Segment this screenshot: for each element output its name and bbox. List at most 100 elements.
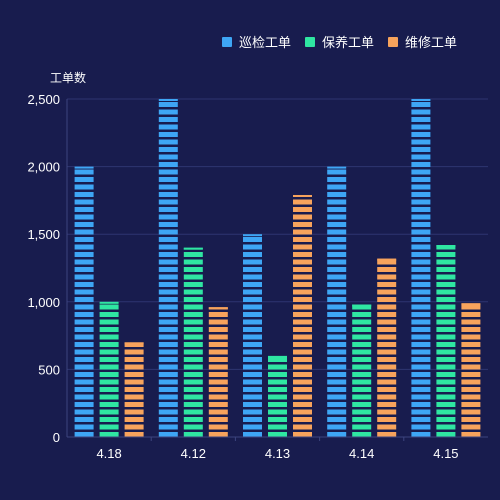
bar-segment [411,274,431,280]
bar-segment [158,222,178,227]
bar-segment [327,252,347,257]
bar-segment [327,169,347,175]
bar-segment [436,417,456,422]
bar-segment [293,237,312,242]
bar [461,303,481,437]
bar-segment [74,342,94,347]
bar-segment [99,357,119,362]
bar-segment [158,169,178,175]
bar-cap [99,301,119,304]
bar-segment [436,364,456,370]
y-tick-label: 1,000 [27,295,60,310]
bar-segment [243,267,262,272]
bar-segment [158,417,178,422]
bar-cap [208,307,228,310]
bar-segment [461,334,481,340]
bar-segment [377,319,397,325]
bar-segment [243,252,262,257]
bar-segment [436,319,456,325]
bar-segment [158,229,178,235]
bar-segment [461,312,481,317]
bar-segment [158,124,178,130]
legend-item: 保养工单 [305,35,374,51]
bar-segment [158,327,178,332]
bar-segment [293,349,312,355]
bar-segment [183,432,203,437]
x-tick-label: 4.18 [96,446,121,461]
bar-segment [208,424,228,430]
bar-segment [243,237,262,242]
bar-segment [327,304,347,310]
bar-segment [411,394,431,400]
bar-segment [243,409,262,415]
bar-segment [74,237,94,242]
bar-segment [208,342,228,347]
bar-segment [352,372,372,377]
bar-segment [352,424,372,430]
bar-segment [99,379,119,385]
bar-segment [74,214,94,220]
bar-segment [268,409,287,415]
bar-segment [124,379,144,385]
bar-segment [268,394,287,400]
y-tick-label: 500 [38,362,60,377]
bar-segment [377,379,397,385]
bar-segment [352,304,372,310]
bar-segment [352,357,372,362]
bar-segment [124,342,144,347]
bar-segment [461,432,481,437]
bar-segment [243,424,262,430]
bar-segment [377,364,397,370]
bar-segment [411,139,431,145]
bar-cap [352,304,372,307]
bar-segment [352,402,372,407]
bar-segment [327,259,347,265]
bar-segment [158,214,178,220]
bar-segment [74,244,94,250]
y-tick-label: 1,500 [27,227,60,242]
bar-segment [327,394,347,400]
bar-segment [293,319,312,325]
bar-segment [99,342,119,347]
bar-segment [124,417,144,422]
bar-segment [124,357,144,362]
bar-segment [411,147,431,152]
bar-segment [183,364,203,370]
bar-segment [243,342,262,347]
bar [293,194,312,437]
bar-segment [461,342,481,347]
bar-segment [208,387,228,392]
bar-segment [327,207,347,212]
bar-segment [411,259,431,265]
bar-segment [293,282,312,287]
bars [74,99,481,437]
bar-segment [327,327,347,332]
legend-label: 保养工单 [322,35,374,51]
bar-segment [183,274,203,280]
bar-segment [183,379,203,385]
bar-segment [411,357,431,362]
bar-segment [158,184,178,190]
bar-segment [158,267,178,272]
bar-cap [243,234,262,237]
bar-segment [436,267,456,272]
bar-segment [268,432,287,437]
bar-segment [461,357,481,362]
bar-cap [74,166,94,169]
bar-cap [268,355,287,358]
bar-segment [99,304,119,310]
bar-segment [461,327,481,332]
bar-segment [74,327,94,332]
bar-segment [436,245,456,250]
bar-segment [436,432,456,437]
bar-cap [327,166,347,169]
bar [74,166,94,437]
bar-segment [158,304,178,310]
bar-segment [208,364,228,370]
bar-segment [411,417,431,422]
bar-segment [99,312,119,317]
bar-segment [183,417,203,422]
bar-segment [436,312,456,317]
bar-segment [183,282,203,287]
bar-segment [293,252,312,257]
